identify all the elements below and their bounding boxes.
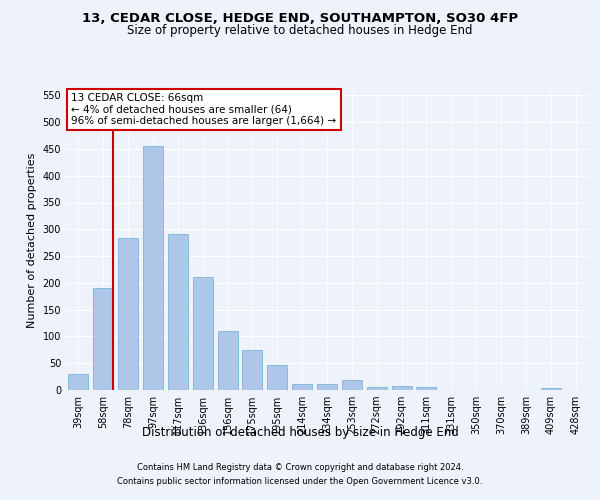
Bar xyxy=(143,146,163,390)
Bar xyxy=(268,365,287,390)
Text: 13 CEDAR CLOSE: 66sqm
← 4% of detached houses are smaller (64)
96% of semi-detac: 13 CEDAR CLOSE: 66sqm ← 4% of detached h… xyxy=(71,93,337,126)
Bar xyxy=(242,350,262,390)
Text: Size of property relative to detached houses in Hedge End: Size of property relative to detached ho… xyxy=(127,24,473,37)
Bar xyxy=(168,234,188,390)
Bar xyxy=(342,380,362,390)
Text: Distribution of detached houses by size in Hedge End: Distribution of detached houses by size … xyxy=(142,426,458,439)
Bar xyxy=(292,384,312,390)
Y-axis label: Number of detached properties: Number of detached properties xyxy=(27,152,37,328)
Bar xyxy=(392,386,412,390)
Bar xyxy=(118,238,138,390)
Bar xyxy=(218,331,238,390)
Text: 13, CEDAR CLOSE, HEDGE END, SOUTHAMPTON, SO30 4FP: 13, CEDAR CLOSE, HEDGE END, SOUTHAMPTON,… xyxy=(82,12,518,26)
Text: Contains public sector information licensed under the Open Government Licence v3: Contains public sector information licen… xyxy=(118,477,482,486)
Bar xyxy=(541,388,560,390)
Bar xyxy=(68,374,88,390)
Bar xyxy=(367,388,386,390)
Text: Contains HM Land Registry data © Crown copyright and database right 2024.: Contains HM Land Registry data © Crown c… xyxy=(137,464,463,472)
Bar xyxy=(193,277,212,390)
Bar xyxy=(416,388,436,390)
Bar xyxy=(94,288,113,390)
Bar xyxy=(317,384,337,390)
